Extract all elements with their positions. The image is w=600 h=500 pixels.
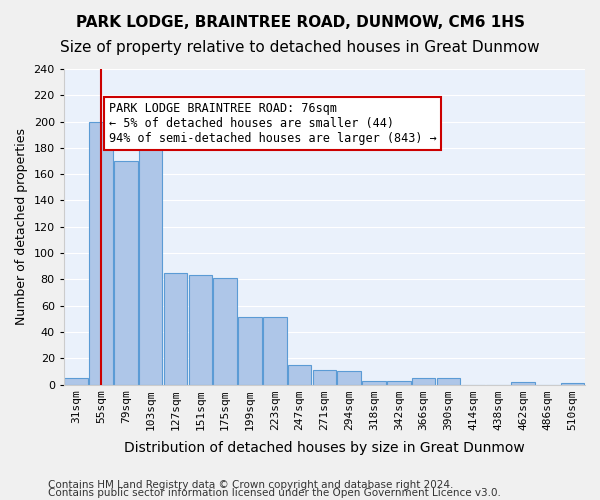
Bar xyxy=(561,383,584,384)
Bar xyxy=(64,378,88,384)
Bar xyxy=(238,318,262,384)
Text: PARK LODGE BRAINTREE ROAD: 76sqm
← 5% of detached houses are smaller (44)
94% of: PARK LODGE BRAINTREE ROAD: 76sqm ← 5% of… xyxy=(109,102,436,145)
Text: PARK LODGE, BRAINTREE ROAD, DUNMOW, CM6 1HS: PARK LODGE, BRAINTREE ROAD, DUNMOW, CM6 … xyxy=(76,15,524,30)
Bar xyxy=(139,134,163,384)
Bar xyxy=(288,365,311,384)
Text: Contains HM Land Registry data © Crown copyright and database right 2024.: Contains HM Land Registry data © Crown c… xyxy=(48,480,454,490)
Bar xyxy=(511,382,535,384)
Text: Size of property relative to detached houses in Great Dunmow: Size of property relative to detached ho… xyxy=(60,40,540,55)
Bar xyxy=(214,278,237,384)
Bar xyxy=(164,273,187,384)
Text: Contains public sector information licensed under the Open Government Licence v3: Contains public sector information licen… xyxy=(48,488,501,498)
Bar xyxy=(188,276,212,384)
Bar xyxy=(362,380,386,384)
Y-axis label: Number of detached properties: Number of detached properties xyxy=(15,128,28,326)
Bar xyxy=(263,318,287,384)
X-axis label: Distribution of detached houses by size in Great Dunmow: Distribution of detached houses by size … xyxy=(124,441,525,455)
Bar xyxy=(412,378,436,384)
Bar xyxy=(313,370,336,384)
Bar xyxy=(114,161,137,384)
Bar xyxy=(89,122,113,384)
Bar xyxy=(437,378,460,384)
Bar xyxy=(337,372,361,384)
Bar xyxy=(387,380,410,384)
